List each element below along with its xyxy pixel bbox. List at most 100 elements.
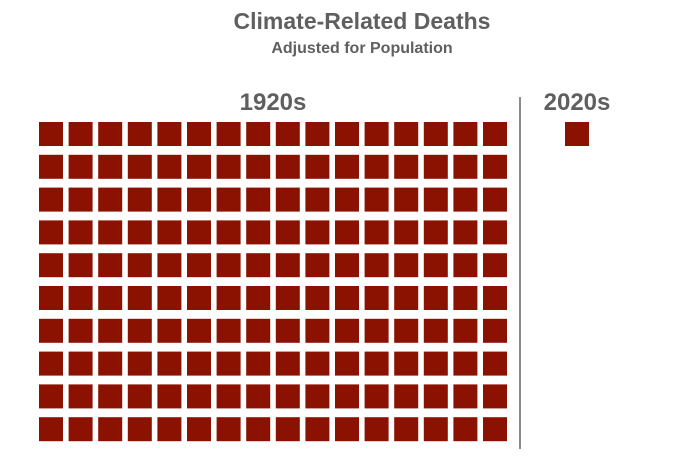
- waffle-square-1920s: [68, 318, 93, 343]
- waffle-square-1920s: [187, 351, 211, 376]
- waffle-square-1920s: [335, 318, 359, 343]
- waffle-square-1920s: [246, 154, 271, 179]
- waffle-square-1920s: [423, 286, 448, 310]
- waffle-square-1920s: [335, 154, 359, 179]
- waffle-square-1920s: [216, 154, 241, 179]
- waffle-square-1920s: [364, 187, 389, 212]
- waffle-square-1920s: [453, 384, 478, 409]
- waffle-square-1920s: [216, 122, 241, 146]
- waffle-square-1920s: [275, 384, 300, 409]
- waffle-square-1920s: [187, 220, 211, 245]
- waffle-square-1920s: [483, 318, 507, 343]
- waffle-square-1920s: [364, 384, 389, 409]
- waffle-square-1920s: [246, 351, 271, 376]
- waffle-square-1920s: [423, 154, 448, 179]
- waffle-square-1920s: [364, 286, 389, 310]
- waffle-square-1920s: [364, 253, 389, 278]
- waffle-square-1920s: [305, 286, 330, 310]
- waffle-square-1920s: [98, 253, 123, 278]
- waffle-square-1920s: [275, 154, 300, 179]
- category-label-2020s: 2020s: [544, 89, 611, 116]
- waffle-square-1920s: [305, 318, 330, 343]
- waffle-square-1920s: [394, 253, 419, 278]
- waffle-square-1920s: [157, 154, 182, 179]
- waffle-square-1920s: [39, 417, 63, 442]
- waffle-square-1920s: [187, 318, 211, 343]
- waffle-square-1920s: [98, 187, 123, 212]
- waffle-square-1920s: [453, 220, 478, 245]
- waffle-square-1920s: [157, 187, 182, 212]
- waffle-square-1920s: [305, 187, 330, 212]
- waffle-square-1920s: [364, 220, 389, 245]
- waffle-square-1920s: [483, 253, 507, 278]
- waffle-square-1920s: [275, 187, 300, 212]
- waffle-square-1920s: [187, 384, 211, 409]
- waffle-square-1920s: [364, 417, 389, 442]
- waffle-square-1920s: [453, 122, 478, 146]
- waffle-square-1920s: [98, 220, 123, 245]
- squares-1920s: [39, 122, 507, 442]
- waffle-square-1920s: [483, 220, 507, 245]
- waffle-square-1920s: [187, 253, 211, 278]
- waffle-square-1920s: [335, 351, 359, 376]
- waffle-square-1920s: [39, 154, 63, 179]
- waffle-square-1920s: [127, 318, 152, 343]
- waffle-square-1920s: [246, 318, 271, 343]
- waffle-square-1920s: [483, 351, 507, 376]
- waffle-square-1920s: [423, 122, 448, 146]
- waffle-square-1920s: [423, 417, 448, 442]
- waffle-square-1920s: [187, 187, 211, 212]
- waffle-square-1920s: [39, 187, 63, 212]
- waffle-square-1920s: [98, 286, 123, 310]
- waffle-square-1920s: [157, 384, 182, 409]
- waffle-square-1920s: [275, 318, 300, 343]
- waffle-square-1920s: [68, 154, 93, 179]
- waffle-square-1920s: [335, 286, 359, 310]
- waffle-square-1920s: [335, 122, 359, 146]
- waffle-square-1920s: [246, 122, 271, 146]
- waffle-square-1920s: [423, 318, 448, 343]
- waffle-square-1920s: [187, 122, 211, 146]
- waffle-square-1920s: [335, 220, 359, 245]
- waffle-square-1920s: [275, 220, 300, 245]
- waffle-square-1920s: [305, 253, 330, 278]
- waffle-square-1920s: [157, 122, 182, 146]
- waffle-square-1920s: [68, 220, 93, 245]
- squares-2020s: [565, 122, 589, 146]
- waffle-square-1920s: [246, 253, 271, 278]
- waffle-square-1920s: [216, 318, 241, 343]
- waffle-square-1920s: [305, 122, 330, 146]
- waffle-square-1920s: [394, 187, 419, 212]
- waffle-square-1920s: [275, 253, 300, 278]
- category-label-1920s: 1920s: [240, 89, 307, 116]
- waffle-square-1920s: [187, 154, 211, 179]
- waffle-square-1920s: [39, 220, 63, 245]
- waffle-square-1920s: [335, 417, 359, 442]
- waffle-square-1920s: [394, 286, 419, 310]
- waffle-square-1920s: [157, 417, 182, 442]
- waffle-square-1920s: [157, 286, 182, 310]
- waffle-square-1920s: [335, 253, 359, 278]
- waffle-square-1920s: [157, 220, 182, 245]
- waffle-square-2020s: [565, 122, 589, 146]
- waffle-square-1920s: [483, 187, 507, 212]
- waffle-square-1920s: [394, 318, 419, 343]
- waffle-square-1920s: [423, 351, 448, 376]
- waffle-square-1920s: [394, 417, 419, 442]
- waffle-square-1920s: [127, 220, 152, 245]
- waffle-square-1920s: [246, 220, 271, 245]
- waffle-square-1920s: [305, 220, 330, 245]
- waffle-square-1920s: [127, 122, 152, 146]
- waffle-square-1920s: [483, 384, 507, 409]
- chart-title: Climate-Related Deaths: [234, 8, 491, 34]
- waffle-square-1920s: [216, 351, 241, 376]
- waffle-square-1920s: [216, 417, 241, 442]
- waffle-square-1920s: [305, 384, 330, 409]
- waffle-square-1920s: [394, 384, 419, 409]
- waffle-square-1920s: [98, 417, 123, 442]
- waffle-square-1920s: [127, 417, 152, 442]
- waffle-square-1920s: [453, 351, 478, 376]
- waffle-square-1920s: [423, 253, 448, 278]
- waffle-square-1920s: [423, 384, 448, 409]
